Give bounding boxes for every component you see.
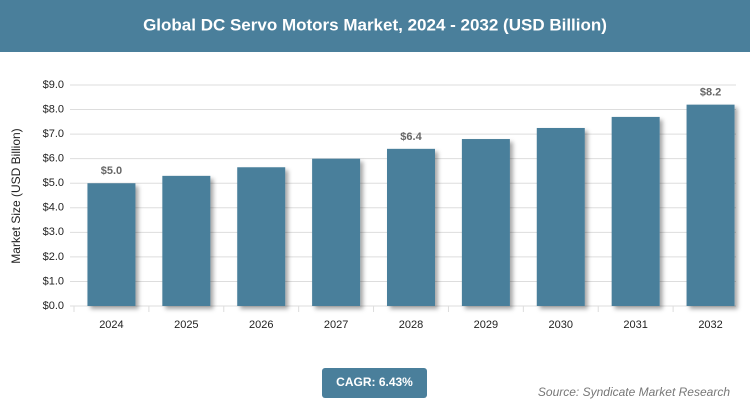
cagr-label: CAGR: 6.43% — [336, 375, 413, 389]
title-banner — [0, 0, 750, 52]
value-label: $5.0 — [101, 165, 122, 177]
y-axis-label: Market Size (USD Billion) — [9, 128, 23, 263]
x-tick-label: 2024 — [99, 319, 123, 331]
x-tick-label: 2026 — [249, 319, 273, 331]
bar — [686, 104, 735, 307]
x-tick-label: 2028 — [399, 319, 423, 331]
bar — [387, 148, 435, 306]
cagr-box — [322, 368, 427, 398]
y-tick-label: $5.0 — [43, 177, 64, 189]
source-note: Source: Syndicate Market Research — [538, 385, 730, 399]
x-tick-label: 2027 — [324, 319, 348, 331]
y-tick-label: $2.0 — [43, 251, 64, 263]
x-tick-label: 2032 — [698, 319, 722, 331]
value-label: $8.2 — [700, 87, 721, 99]
x-tick-label: 2030 — [549, 319, 573, 331]
y-tick-label: $3.0 — [43, 226, 64, 238]
y-tick-label: $9.0 — [43, 79, 64, 91]
bar — [611, 116, 660, 306]
bar — [461, 139, 510, 306]
bar — [312, 158, 361, 306]
y-tick-label: $4.0 — [43, 202, 64, 214]
y-tick-label: $6.0 — [43, 153, 64, 165]
bar — [87, 183, 136, 306]
y-tick-label: $8.0 — [43, 103, 64, 115]
y-tick-label: $0.0 — [43, 300, 64, 312]
x-tick-label: 2029 — [474, 319, 498, 331]
bar — [162, 175, 211, 306]
y-tick-label: $1.0 — [43, 275, 64, 287]
x-tick-label: 2025 — [174, 319, 198, 331]
value-label: $6.4 — [400, 131, 422, 143]
x-tick-label: 2031 — [623, 319, 647, 331]
y-tick-label: $7.0 — [43, 128, 64, 140]
bar — [237, 167, 286, 306]
chart-title: Global DC Servo Motors Market, 2024 - 20… — [143, 15, 607, 34]
bar — [536, 127, 585, 306]
